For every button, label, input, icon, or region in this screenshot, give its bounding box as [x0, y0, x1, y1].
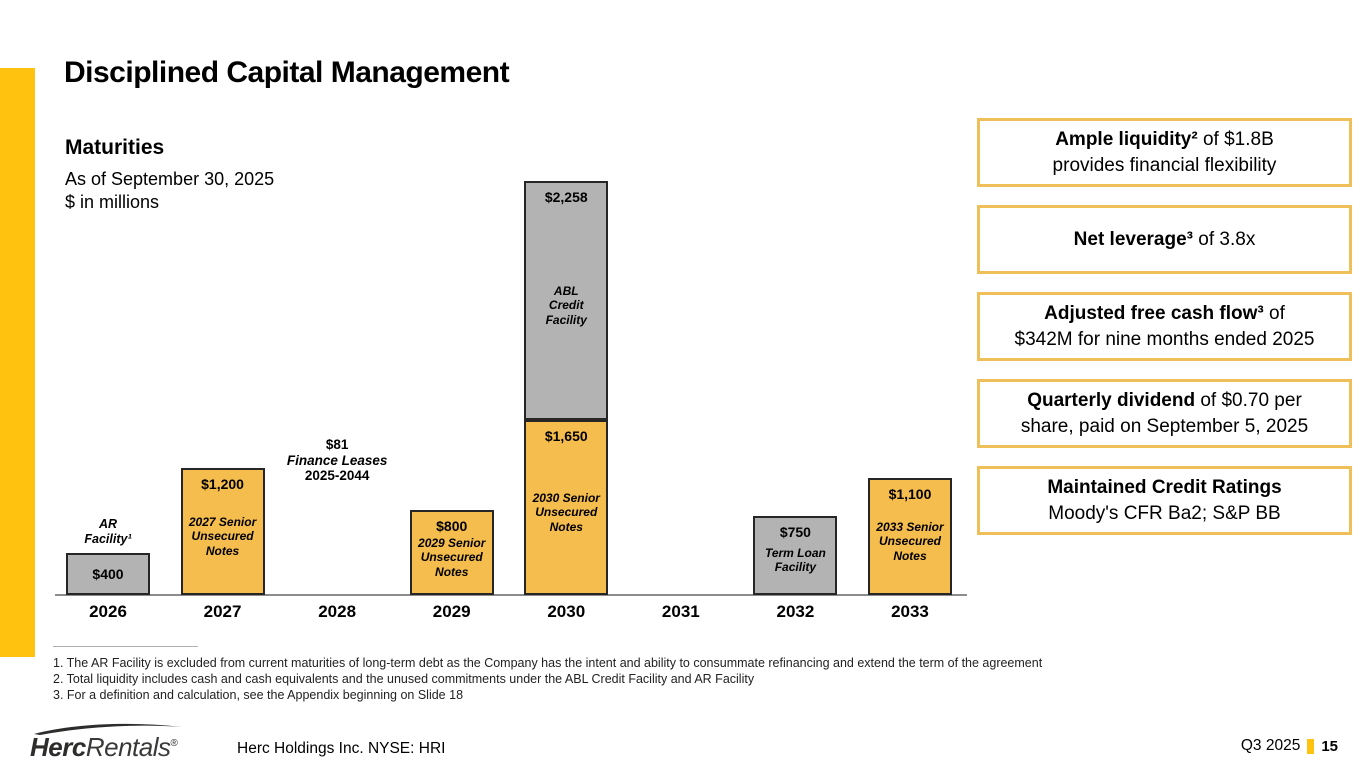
herc-rentals-logo: HercRentals® — [30, 722, 200, 763]
bar-name-label: 2029 Senior Unsecured Notes — [418, 535, 486, 579]
annotation-line: $81 — [325, 437, 349, 452]
bar-value-label: $1,650 — [544, 428, 588, 445]
logo-wordmark: HercRentals® — [30, 732, 200, 763]
x-axis-label-2026: 2026 — [89, 602, 127, 621]
bar-name-label: 2030 Senior Unsecured Notes — [532, 490, 600, 534]
page-number-marker — [1307, 738, 1315, 754]
footnotes: 1. The AR Facility is excluded from curr… — [53, 655, 1042, 704]
callout-box-1: Ample liquidity² of $1.8B provides financ… — [977, 118, 1352, 187]
x-axis-label-2031: 2031 — [661, 602, 700, 621]
chart-header: Maturities As of September 30, 2025 $ in… — [65, 136, 274, 214]
chart-subtitle: As of September 30, 2025 — [65, 169, 275, 189]
logo-herc-text: Herc — [30, 732, 86, 762]
callout-text: Maintained Credit Ratings Moody's CFR Ba2… — [1047, 476, 1282, 524]
logo-rentals-text: Rentals — [85, 732, 171, 762]
logo-swoosh-icon — [34, 723, 182, 735]
bar-value-label: $750 — [779, 523, 811, 540]
chart-units: $ in millions — [65, 192, 160, 212]
callout-text: Ample liquidity² of $1.8B provides financ… — [1052, 128, 1277, 176]
footnote-1: 1. The AR Facility is excluded from curr… — [53, 656, 1043, 670]
callout-box-4: Quarterly dividend of $0.70 per share, pa… — [977, 379, 1352, 448]
bar-value-label: $2,258 — [544, 189, 588, 205]
page-title: Disciplined Capital Management — [64, 56, 510, 89]
bar-2026-above-label: AR Facility¹ — [84, 516, 132, 546]
bar-name-label: Term Loan Facility — [764, 545, 826, 575]
callout-box-5: Maintained Credit Ratings Moody's CFR Ba2… — [977, 466, 1352, 535]
annotation-line: Finance Leases — [286, 452, 388, 468]
callout-text: Adjusted free cash flow³ of $342M for nin… — [1014, 302, 1315, 350]
bar-2030-segment-2: $2,258 ABL Credit Facility — [524, 181, 609, 421]
bar-name-label: 2033 Senior Unsecured Notes — [876, 519, 944, 563]
x-axis-label-2030: 2030 — [547, 602, 586, 621]
footnote-3: 3. For a definition and calculation, see… — [53, 688, 464, 703]
bar-value-label: $800 — [436, 518, 468, 535]
bar-2027-segment-1: $1,200 2027 Senior Unsecured Notes — [180, 467, 265, 595]
bar-2032-segment-1: $750 Term Loan Facility — [753, 515, 838, 595]
bar-value-label: $1,200 — [201, 475, 244, 492]
finance-leases-annotation: $81 Finance Leases 2025-2044 — [257, 437, 417, 484]
x-axis-label-2028: 2028 — [318, 602, 357, 621]
callouts-panel: Ample liquidity² of $1.8B provides financ… — [977, 118, 1352, 535]
footnote-divider — [53, 646, 198, 647]
bar-value-label: $400 — [92, 565, 124, 582]
bar-2029-segment-1: $800 2029 Senior Unsecured Notes — [409, 510, 494, 595]
callout-text: Net leverage³ of 3.8x — [1073, 228, 1256, 250]
bar-name-label: ABL Credit Facility — [545, 283, 587, 327]
footer-period: Q3 2025 — [1240, 737, 1301, 754]
bar-2033-segment-1: $1,100 2033 Senior Unsecured Notes — [867, 478, 952, 595]
callout-box-3: Adjusted free cash flow³ of $342M for nin… — [977, 292, 1352, 361]
registered-mark: ® — [170, 738, 178, 749]
left-accent-bar — [0, 68, 35, 657]
bar-2026-segment-1: $400 — [66, 552, 150, 595]
footnote-2: 2. Total liquidity includes cash and cas… — [53, 672, 755, 687]
annotation-line: 2025-2044 — [304, 468, 370, 483]
callout-text: Quarterly dividend of $0.70 per share, pa… — [1020, 389, 1309, 437]
x-axis-label-2029: 2029 — [432, 602, 471, 621]
x-axis-label-2027: 2027 — [203, 602, 242, 621]
footer-right: Q3 2025 15 — [1241, 737, 1338, 755]
x-axis-line — [55, 594, 967, 596]
bar-2030-segment-1: $1,650 2030 Senior Unsecured Notes — [524, 420, 609, 595]
x-axis-label-2032: 2032 — [776, 602, 815, 621]
footer-company-text: Herc Holdings Inc. NYSE: HRI — [237, 740, 446, 757]
x-axis-label-2033: 2033 — [891, 602, 929, 621]
callout-box-2: Net leverage³ of 3.8x — [977, 205, 1352, 274]
chart-title: Maturities — [65, 136, 165, 159]
bar-name-label: 2027 Senior Unsecured Notes — [188, 514, 257, 558]
page-number: 15 — [1321, 737, 1338, 755]
bar-value-label: $1,100 — [888, 486, 932, 503]
